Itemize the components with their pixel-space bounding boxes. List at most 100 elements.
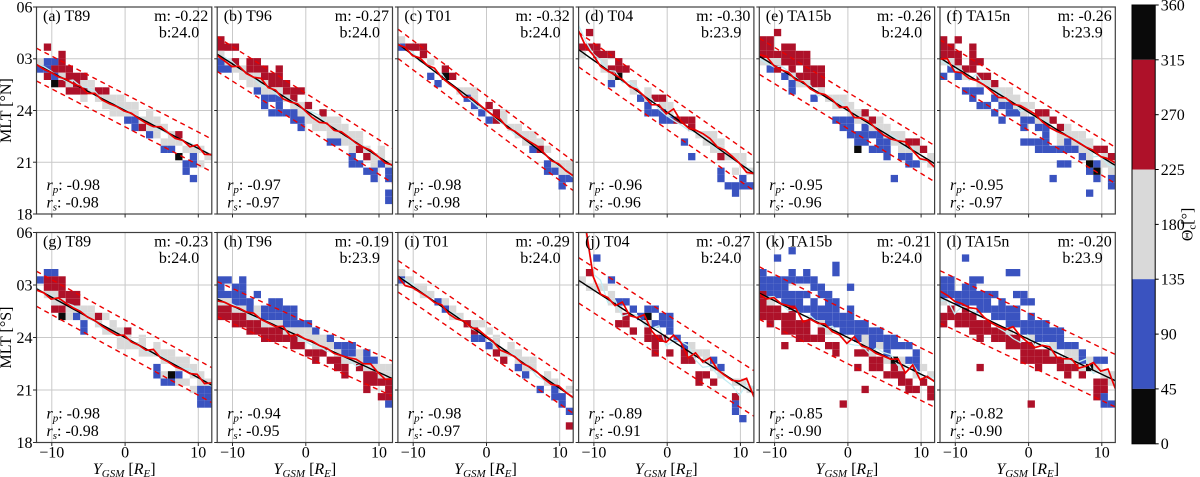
svg-text:rp: -0.94: rp: -0.94 bbox=[227, 406, 281, 425]
svg-text:0: 0 bbox=[121, 445, 129, 462]
svg-text:360: 360 bbox=[1161, 0, 1185, 15]
svg-text:(l) TA15n: (l) TA15n bbox=[947, 234, 1010, 251]
svg-text:b:24.0: b:24.0 bbox=[159, 250, 199, 267]
svg-text:135: 135 bbox=[1161, 272, 1185, 289]
svg-text:45: 45 bbox=[1161, 381, 1177, 398]
svg-text:06: 06 bbox=[17, 225, 33, 242]
svg-text:b:23.9: b:23.9 bbox=[1062, 250, 1102, 267]
svg-text:24: 24 bbox=[17, 330, 33, 347]
svg-text:315: 315 bbox=[1161, 52, 1185, 69]
svg-text:b:24.0: b:24.0 bbox=[882, 24, 922, 41]
svg-text:0: 0 bbox=[302, 445, 310, 462]
svg-text:m: -0.30: m: -0.30 bbox=[696, 8, 750, 25]
svg-text:b:23.9: b:23.9 bbox=[1062, 24, 1102, 41]
svg-text:rp: -0.98: rp: -0.98 bbox=[408, 177, 462, 196]
svg-text:b:24.0: b:24.0 bbox=[520, 250, 560, 267]
svg-text:rp: -0.89: rp: -0.89 bbox=[589, 406, 643, 425]
svg-text:m: -0.22: m: -0.22 bbox=[154, 8, 208, 25]
svg-text:rp: -0.98: rp: -0.98 bbox=[47, 177, 101, 196]
svg-text:10: 10 bbox=[732, 445, 748, 462]
svg-text:0: 0 bbox=[1025, 445, 1033, 462]
svg-text:−10: −10 bbox=[220, 445, 245, 462]
svg-text:b:24.0: b:24.0 bbox=[159, 24, 199, 41]
svg-text:m: -0.27: m: -0.27 bbox=[696, 234, 750, 251]
svg-text:0: 0 bbox=[844, 445, 852, 462]
svg-text:b:23.9: b:23.9 bbox=[701, 24, 741, 41]
svg-text:21: 21 bbox=[17, 155, 33, 172]
svg-text:rs: -0.90: rs: -0.90 bbox=[769, 423, 821, 442]
svg-text:10: 10 bbox=[1094, 445, 1110, 462]
svg-text:rs: -0.97: rs: -0.97 bbox=[950, 195, 1002, 214]
svg-text:270: 270 bbox=[1161, 107, 1185, 124]
svg-text:b:24.0: b:24.0 bbox=[882, 250, 922, 267]
svg-text:225: 225 bbox=[1161, 162, 1185, 179]
svg-text:rs: -0.90: rs: -0.90 bbox=[950, 423, 1002, 442]
svg-text:(g) T89: (g) T89 bbox=[43, 234, 91, 251]
svg-text:(b) T96: (b) T96 bbox=[224, 8, 272, 25]
svg-text:m: -0.26: m: -0.26 bbox=[1058, 8, 1112, 25]
svg-text:b:23.9: b:23.9 bbox=[340, 250, 380, 267]
svg-text:10: 10 bbox=[371, 445, 387, 462]
svg-text:10: 10 bbox=[913, 445, 929, 462]
svg-text:rs: -0.95: rs: -0.95 bbox=[227, 423, 279, 442]
svg-text:YGSM [RE]: YGSM [RE] bbox=[454, 461, 517, 477]
svg-text:m: -0.29: m: -0.29 bbox=[515, 234, 569, 251]
svg-text:rp: -0.96: rp: -0.96 bbox=[589, 177, 643, 196]
svg-text:03: 03 bbox=[17, 278, 33, 295]
svg-text:rs: -0.91: rs: -0.91 bbox=[589, 423, 641, 442]
svg-text:b:24.0: b:24.0 bbox=[701, 250, 741, 267]
svg-text:rp: -0.82: rp: -0.82 bbox=[950, 406, 1004, 425]
svg-text:rp: -0.98: rp: -0.98 bbox=[408, 406, 462, 425]
svg-text:b:24.0: b:24.0 bbox=[520, 24, 560, 41]
svg-text:(c) T01: (c) T01 bbox=[404, 8, 451, 25]
svg-text:(e) TA15b: (e) TA15b bbox=[766, 8, 832, 25]
svg-text:rs: -0.97: rs: -0.97 bbox=[227, 195, 279, 214]
svg-text:b:24.0: b:24.0 bbox=[340, 24, 380, 41]
svg-text:−10: −10 bbox=[401, 445, 426, 462]
svg-text:rs: -0.98: rs: -0.98 bbox=[408, 195, 460, 214]
svg-text:−10: −10 bbox=[943, 445, 968, 462]
svg-text:10: 10 bbox=[552, 445, 568, 462]
svg-text:rp: -0.85: rp: -0.85 bbox=[769, 406, 823, 425]
svg-text:YGSM [RE]: YGSM [RE] bbox=[274, 461, 337, 477]
svg-text:18: 18 bbox=[17, 435, 33, 452]
svg-text:m: -0.21: m: -0.21 bbox=[877, 234, 931, 251]
svg-text:0: 0 bbox=[1161, 436, 1169, 453]
svg-text:(d) T04: (d) T04 bbox=[585, 8, 633, 25]
svg-text:m: -0.26: m: -0.26 bbox=[877, 8, 931, 25]
svg-text:m: -0.23: m: -0.23 bbox=[154, 234, 208, 251]
svg-text:18: 18 bbox=[17, 207, 33, 224]
svg-text:−10: −10 bbox=[39, 445, 64, 462]
svg-text:90: 90 bbox=[1161, 327, 1177, 344]
svg-text:rp: -0.95: rp: -0.95 bbox=[950, 177, 1004, 196]
svg-text:MLT [°N]: MLT [°N] bbox=[0, 78, 15, 143]
svg-text:0: 0 bbox=[663, 445, 671, 462]
svg-text:10: 10 bbox=[190, 445, 206, 462]
svg-text:YGSM [RE]: YGSM [RE] bbox=[816, 461, 879, 477]
svg-text:06: 06 bbox=[17, 0, 33, 17]
svg-text:(a) T89: (a) T89 bbox=[43, 8, 90, 25]
svg-text:03: 03 bbox=[17, 51, 33, 68]
svg-text:(k) TA15b: (k) TA15b bbox=[766, 234, 832, 251]
svg-text:YGSM [RE]: YGSM [RE] bbox=[996, 461, 1059, 477]
svg-text:rp: -0.98: rp: -0.98 bbox=[47, 406, 101, 425]
svg-text:rs: -0.96: rs: -0.96 bbox=[769, 195, 821, 214]
svg-text:(j) T04: (j) T04 bbox=[585, 234, 630, 251]
svg-text:0: 0 bbox=[483, 445, 491, 462]
svg-text:rs: -0.97: rs: -0.97 bbox=[408, 423, 460, 442]
svg-text:YGSM [RE]: YGSM [RE] bbox=[635, 461, 698, 477]
svg-text:(i) T01: (i) T01 bbox=[404, 234, 449, 251]
svg-text:YGSM [RE]: YGSM [RE] bbox=[93, 461, 156, 477]
svg-text:rs: -0.98: rs: -0.98 bbox=[47, 195, 99, 214]
svg-text:(f) TA15n: (f) TA15n bbox=[947, 8, 1011, 25]
svg-text:rs: -0.98: rs: -0.98 bbox=[47, 423, 99, 442]
svg-text:180: 180 bbox=[1161, 217, 1185, 234]
svg-text:m: -0.32: m: -0.32 bbox=[515, 8, 569, 25]
svg-text:24: 24 bbox=[17, 103, 33, 120]
svg-text:MLT [°S]: MLT [°S] bbox=[0, 307, 15, 369]
svg-text:rp: -0.95: rp: -0.95 bbox=[769, 177, 823, 196]
svg-text:−10: −10 bbox=[581, 445, 606, 462]
svg-text:rp: -0.97: rp: -0.97 bbox=[227, 177, 281, 196]
svg-text:Θc[°]: Θc[°] bbox=[1180, 208, 1199, 242]
svg-text:21: 21 bbox=[17, 383, 33, 400]
